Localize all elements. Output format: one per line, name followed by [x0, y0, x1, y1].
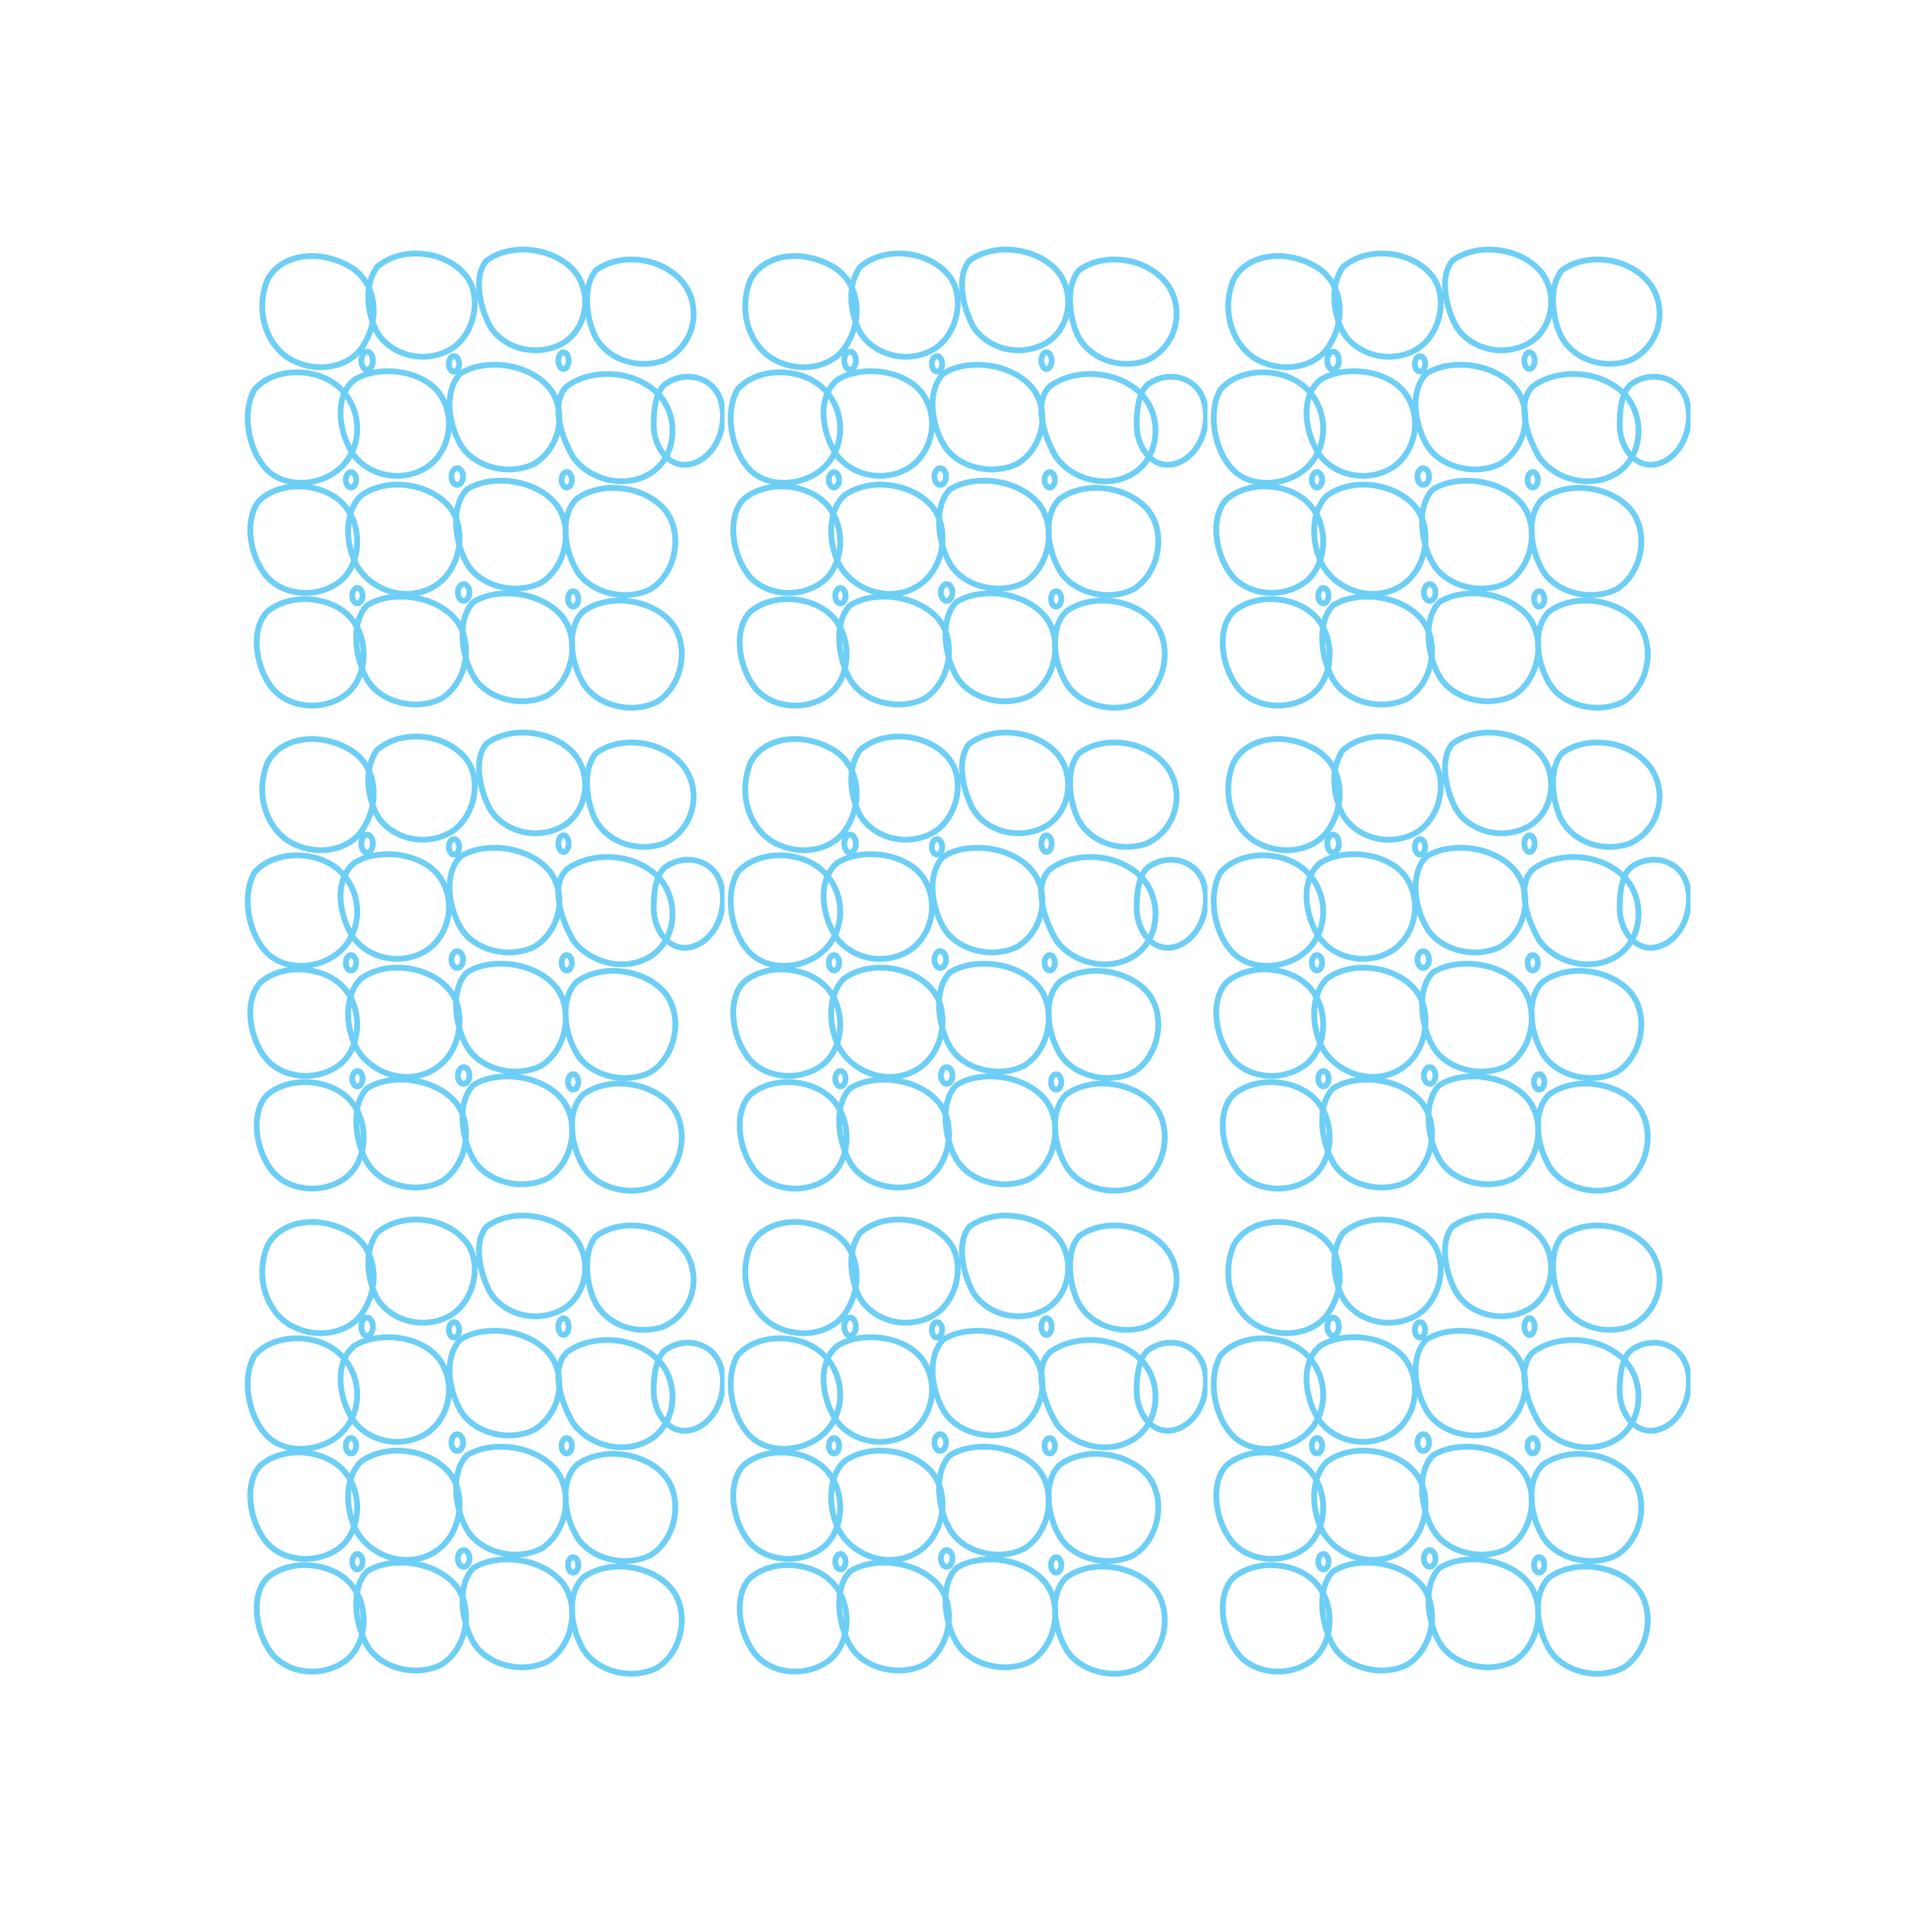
cell-network-pattern	[242, 242, 1690, 1690]
cell-network-fill	[242, 242, 1690, 1690]
cell-network-svg	[242, 242, 1690, 1690]
